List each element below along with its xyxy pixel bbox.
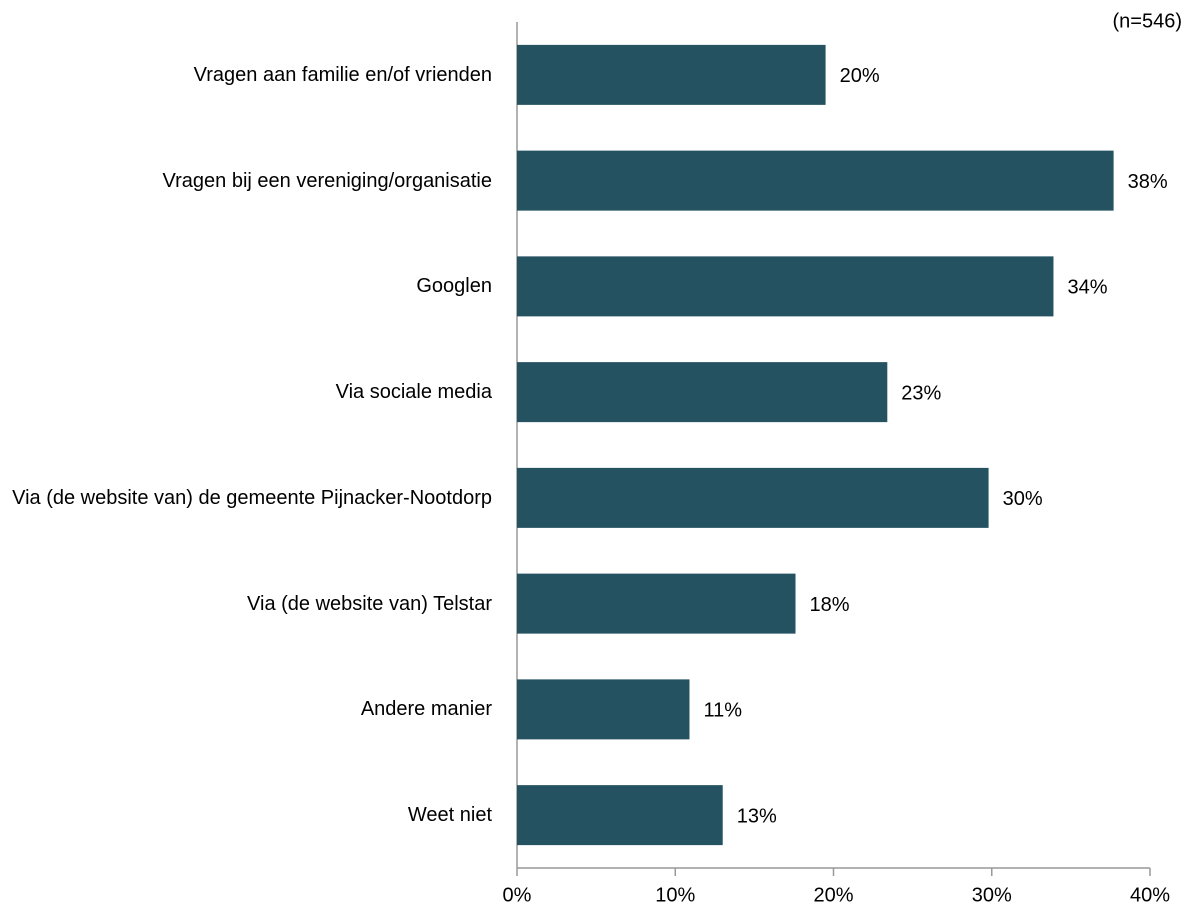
- x-tick-label: 40%: [1130, 884, 1170, 906]
- data-label: 38%: [1128, 171, 1168, 193]
- category-label: Weet niet: [407, 804, 492, 827]
- data-label: 11%: [703, 700, 742, 722]
- category-label: Via (de website van) Telstar: [247, 592, 492, 615]
- x-tick-label: 30%: [972, 884, 1012, 906]
- category-label: Googlen: [416, 275, 492, 298]
- bar: [517, 44, 826, 105]
- x-tick-label: 0%: [503, 884, 532, 906]
- category-label: Vragen bij een vereniging/organisatie: [162, 169, 492, 192]
- category-label: Via (de website van) de gemeente Pijnack…: [12, 486, 492, 509]
- bar: [517, 256, 1054, 317]
- data-label: 30%: [1003, 488, 1043, 510]
- data-label: 34%: [1067, 277, 1107, 299]
- data-label: 13%: [737, 805, 777, 827]
- bar: [517, 573, 796, 634]
- data-label: 23%: [901, 382, 941, 404]
- category-label: Andere manier: [360, 698, 492, 721]
- data-label: 20%: [840, 65, 880, 87]
- bar: [517, 679, 690, 740]
- bar: [517, 150, 1114, 211]
- x-tick-label: 10%: [655, 884, 695, 906]
- x-tick-label: 20%: [813, 884, 853, 906]
- category-label: Vragen aan familie en/of vrienden: [193, 63, 492, 86]
- bar: [517, 362, 888, 423]
- category-label: Via sociale media: [335, 381, 492, 404]
- annotation: (n=546): [1113, 10, 1183, 32]
- bar: [517, 785, 723, 846]
- bar: [517, 467, 989, 528]
- data-label: 18%: [810, 594, 850, 616]
